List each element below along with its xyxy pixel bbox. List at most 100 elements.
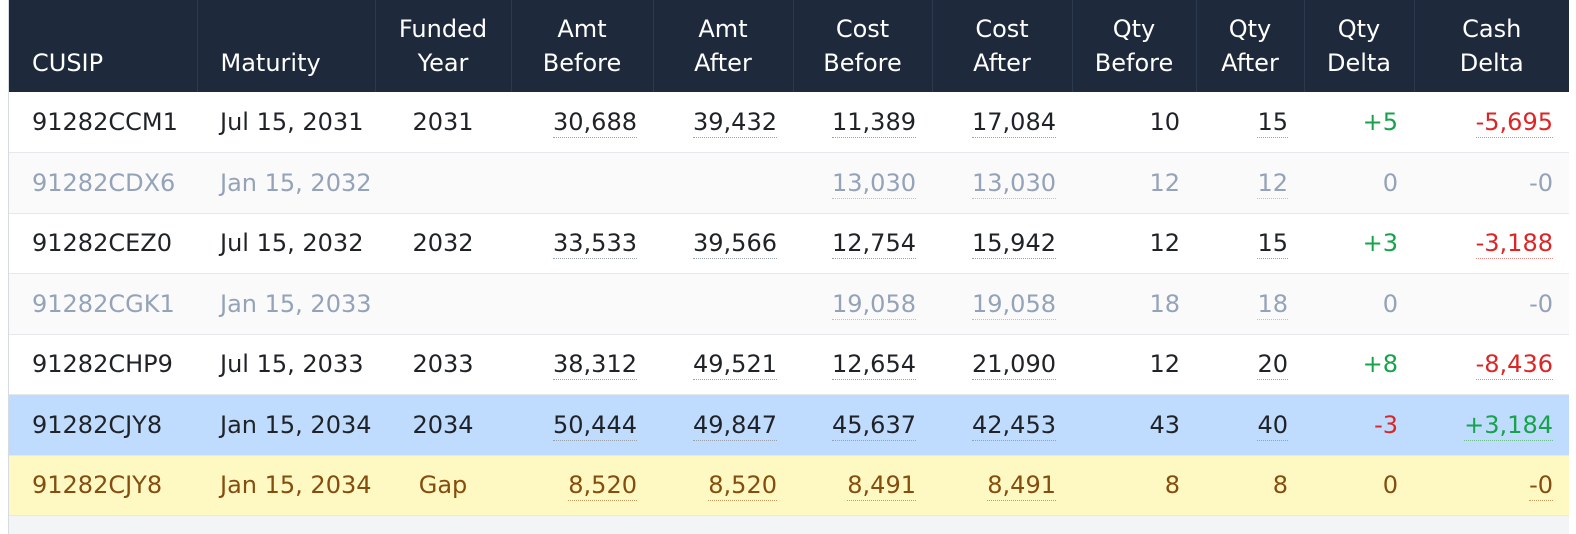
col-header-cost-before[interactable]: Cost Before bbox=[793, 0, 933, 92]
amt-after-value[interactable]: 39,566 bbox=[693, 229, 777, 260]
cell-cost-after: 8,491 bbox=[932, 455, 1072, 516]
qty-after-value[interactable]: 20 bbox=[1257, 350, 1288, 381]
qty-after-value[interactable]: 15 bbox=[1257, 229, 1288, 260]
cash-delta-value[interactable]: +3,184 bbox=[1464, 410, 1553, 441]
cash-delta-value[interactable]: -3,188 bbox=[1475, 229, 1553, 260]
cell-cash-delta: -0 bbox=[1414, 455, 1569, 516]
amt-before-value[interactable]: 30,688 bbox=[553, 108, 637, 138]
col-header-funded-year[interactable]: Funded Year bbox=[375, 0, 512, 92]
cell-cost-after: 21,090 bbox=[932, 334, 1072, 395]
cost-before-value[interactable]: 19,058 bbox=[832, 289, 916, 320]
amt-before-value[interactable]: 38,312 bbox=[553, 350, 637, 381]
cell-cusip: 91282CGK1 bbox=[9, 273, 197, 334]
amt-before-value[interactable]: 33,533 bbox=[553, 229, 637, 260]
cell-qty-delta: 0 bbox=[1304, 152, 1414, 213]
cell-qty-after: 15 bbox=[1196, 92, 1304, 153]
col-header-qty-delta[interactable]: Qty Delta bbox=[1304, 0, 1415, 92]
table-header-row: CUSIP Maturity Funded Year Amt Before Amt A… bbox=[9, 0, 1569, 92]
col-header-maturity[interactable]: Maturity bbox=[197, 0, 376, 92]
col-header-amt-after[interactable]: Amt After bbox=[653, 0, 794, 92]
cell-maturity: Jul 15, 2031 bbox=[197, 92, 375, 153]
cell-amt-after: 8,520 bbox=[653, 455, 793, 516]
amt-after-value[interactable]: 39,432 bbox=[693, 108, 777, 138]
cell-qty-delta: +3 bbox=[1304, 213, 1414, 274]
cost-after-value[interactable]: 42,453 bbox=[972, 410, 1056, 441]
amt-after-value[interactable]: 49,847 bbox=[693, 410, 777, 441]
cost-before-value[interactable]: 45,637 bbox=[832, 410, 916, 441]
cost-after-value[interactable]: 21,090 bbox=[972, 350, 1056, 381]
amt-after-value[interactable]: 8,520 bbox=[708, 471, 777, 502]
cost-after-value[interactable]: 13,030 bbox=[972, 168, 1056, 199]
cell-maturity: Jan 15, 2032 bbox=[197, 152, 375, 213]
cell-amt-after: 39,432 bbox=[653, 92, 793, 153]
cell-cash-delta: -0 bbox=[1414, 152, 1569, 213]
cost-before-value[interactable]: 11,389 bbox=[832, 108, 916, 138]
amt-before-value[interactable]: 50,444 bbox=[553, 410, 637, 441]
cell-qty-delta: +5 bbox=[1304, 92, 1414, 153]
cell-qty-after: 18 bbox=[1196, 273, 1304, 334]
cell-cusip: 91282CCM1 bbox=[9, 92, 197, 153]
cell-cusip: 91282CEZ0 bbox=[9, 213, 197, 274]
cost-before-value[interactable]: 12,654 bbox=[832, 350, 916, 381]
qty-after-value[interactable]: 40 bbox=[1257, 410, 1288, 441]
cell-cost-before: 45,637 bbox=[793, 394, 932, 455]
amt-after-value[interactable]: 49,521 bbox=[693, 350, 777, 381]
cost-before-value[interactable]: 13,030 bbox=[832, 168, 916, 199]
cell-qty-before: 12 bbox=[1072, 152, 1196, 213]
cash-delta-value[interactable]: -8,436 bbox=[1475, 350, 1553, 381]
cell-qty-after: 8 bbox=[1196, 455, 1304, 516]
col-header-cusip[interactable]: CUSIP bbox=[9, 0, 198, 92]
cell-maturity: Jul 15, 2032 bbox=[197, 213, 375, 274]
cell-amt-before: 8,520 bbox=[511, 455, 653, 516]
table-row[interactable]: 91282CEZ0 Jul 15, 2032 2032 33,533 39,56… bbox=[9, 213, 1569, 274]
cell-amt-after: 49,847 bbox=[653, 394, 793, 455]
cost-before-value[interactable]: 12,754 bbox=[832, 229, 916, 260]
cost-before-value[interactable]: 8,491 bbox=[847, 471, 916, 502]
cell-funded-year bbox=[375, 152, 511, 213]
cell-amt-before bbox=[511, 152, 653, 213]
cell-qty-delta: 0 bbox=[1304, 455, 1414, 516]
holdings-table: CUSIP Maturity Funded Year Amt Before Amt A… bbox=[9, 0, 1569, 516]
col-header-cost-after[interactable]: Cost After bbox=[932, 0, 1073, 92]
cell-amt-before: 30,688 bbox=[511, 92, 653, 153]
cash-delta-value[interactable]: -5,695 bbox=[1475, 108, 1553, 138]
cell-cost-after: 17,084 bbox=[932, 92, 1072, 153]
col-header-qty-before[interactable]: Qty Before bbox=[1072, 0, 1197, 92]
table-row[interactable]: 91282CGK1 Jan 15, 2033 19,058 19,058 18 … bbox=[9, 273, 1569, 334]
cell-funded-year: 2033 bbox=[375, 334, 511, 395]
cell-cash-delta: -8,436 bbox=[1414, 334, 1569, 395]
cell-cost-after: 15,942 bbox=[932, 213, 1072, 274]
cell-qty-before: 10 bbox=[1072, 92, 1196, 153]
cell-funded-year: 2031 bbox=[375, 92, 511, 153]
cost-after-value[interactable]: 15,942 bbox=[972, 229, 1056, 260]
cost-after-value[interactable]: 19,058 bbox=[972, 289, 1056, 320]
cell-amt-after bbox=[653, 273, 793, 334]
cell-qty-after: 40 bbox=[1196, 394, 1304, 455]
cell-cusip: 91282CDX6 bbox=[9, 152, 197, 213]
amt-before-value[interactable]: 8,520 bbox=[568, 471, 637, 502]
cell-cusip: 91282CJY8 bbox=[9, 394, 197, 455]
cash-delta-value[interactable]: -0 bbox=[1529, 471, 1553, 502]
table-row[interactable]: 91282CDX6 Jan 15, 2032 13,030 13,030 12 … bbox=[9, 152, 1569, 213]
cell-cost-after: 13,030 bbox=[932, 152, 1072, 213]
cell-maturity: Jan 15, 2034 bbox=[197, 394, 375, 455]
cell-maturity: Jul 15, 2033 bbox=[197, 334, 375, 395]
table-row-selected[interactable]: 91282CJY8 Jan 15, 2034 2034 50,444 49,84… bbox=[9, 394, 1569, 455]
cell-qty-after: 12 bbox=[1196, 152, 1304, 213]
table-row[interactable]: 91282CCM1 Jul 15, 2031 2031 30,688 39,43… bbox=[9, 92, 1569, 153]
table-row-gap[interactable]: 91282CJY8 Jan 15, 2034 Gap 8,520 8,520 8… bbox=[9, 455, 1569, 516]
qty-after-value[interactable]: 12 bbox=[1257, 168, 1288, 199]
col-header-amt-before[interactable]: Amt Before bbox=[511, 0, 654, 92]
qty-after-value[interactable]: 15 bbox=[1257, 108, 1288, 138]
qty-after-value[interactable]: 18 bbox=[1257, 289, 1288, 320]
cost-after-value[interactable]: 17,084 bbox=[972, 108, 1056, 138]
cell-cost-before: 8,491 bbox=[793, 455, 932, 516]
col-header-cash-delta[interactable]: Cash Delta bbox=[1459, 15, 1524, 77]
table-row[interactable]: 91282CHP9 Jul 15, 2033 2033 38,312 49,52… bbox=[9, 334, 1569, 395]
cell-qty-after: 15 bbox=[1196, 213, 1304, 274]
cost-after-value[interactable]: 8,491 bbox=[987, 471, 1056, 502]
cell-qty-before: 43 bbox=[1072, 394, 1196, 455]
cell-amt-before bbox=[511, 273, 653, 334]
col-header-qty-after[interactable]: Qty After bbox=[1196, 0, 1305, 92]
cell-amt-after bbox=[653, 152, 793, 213]
